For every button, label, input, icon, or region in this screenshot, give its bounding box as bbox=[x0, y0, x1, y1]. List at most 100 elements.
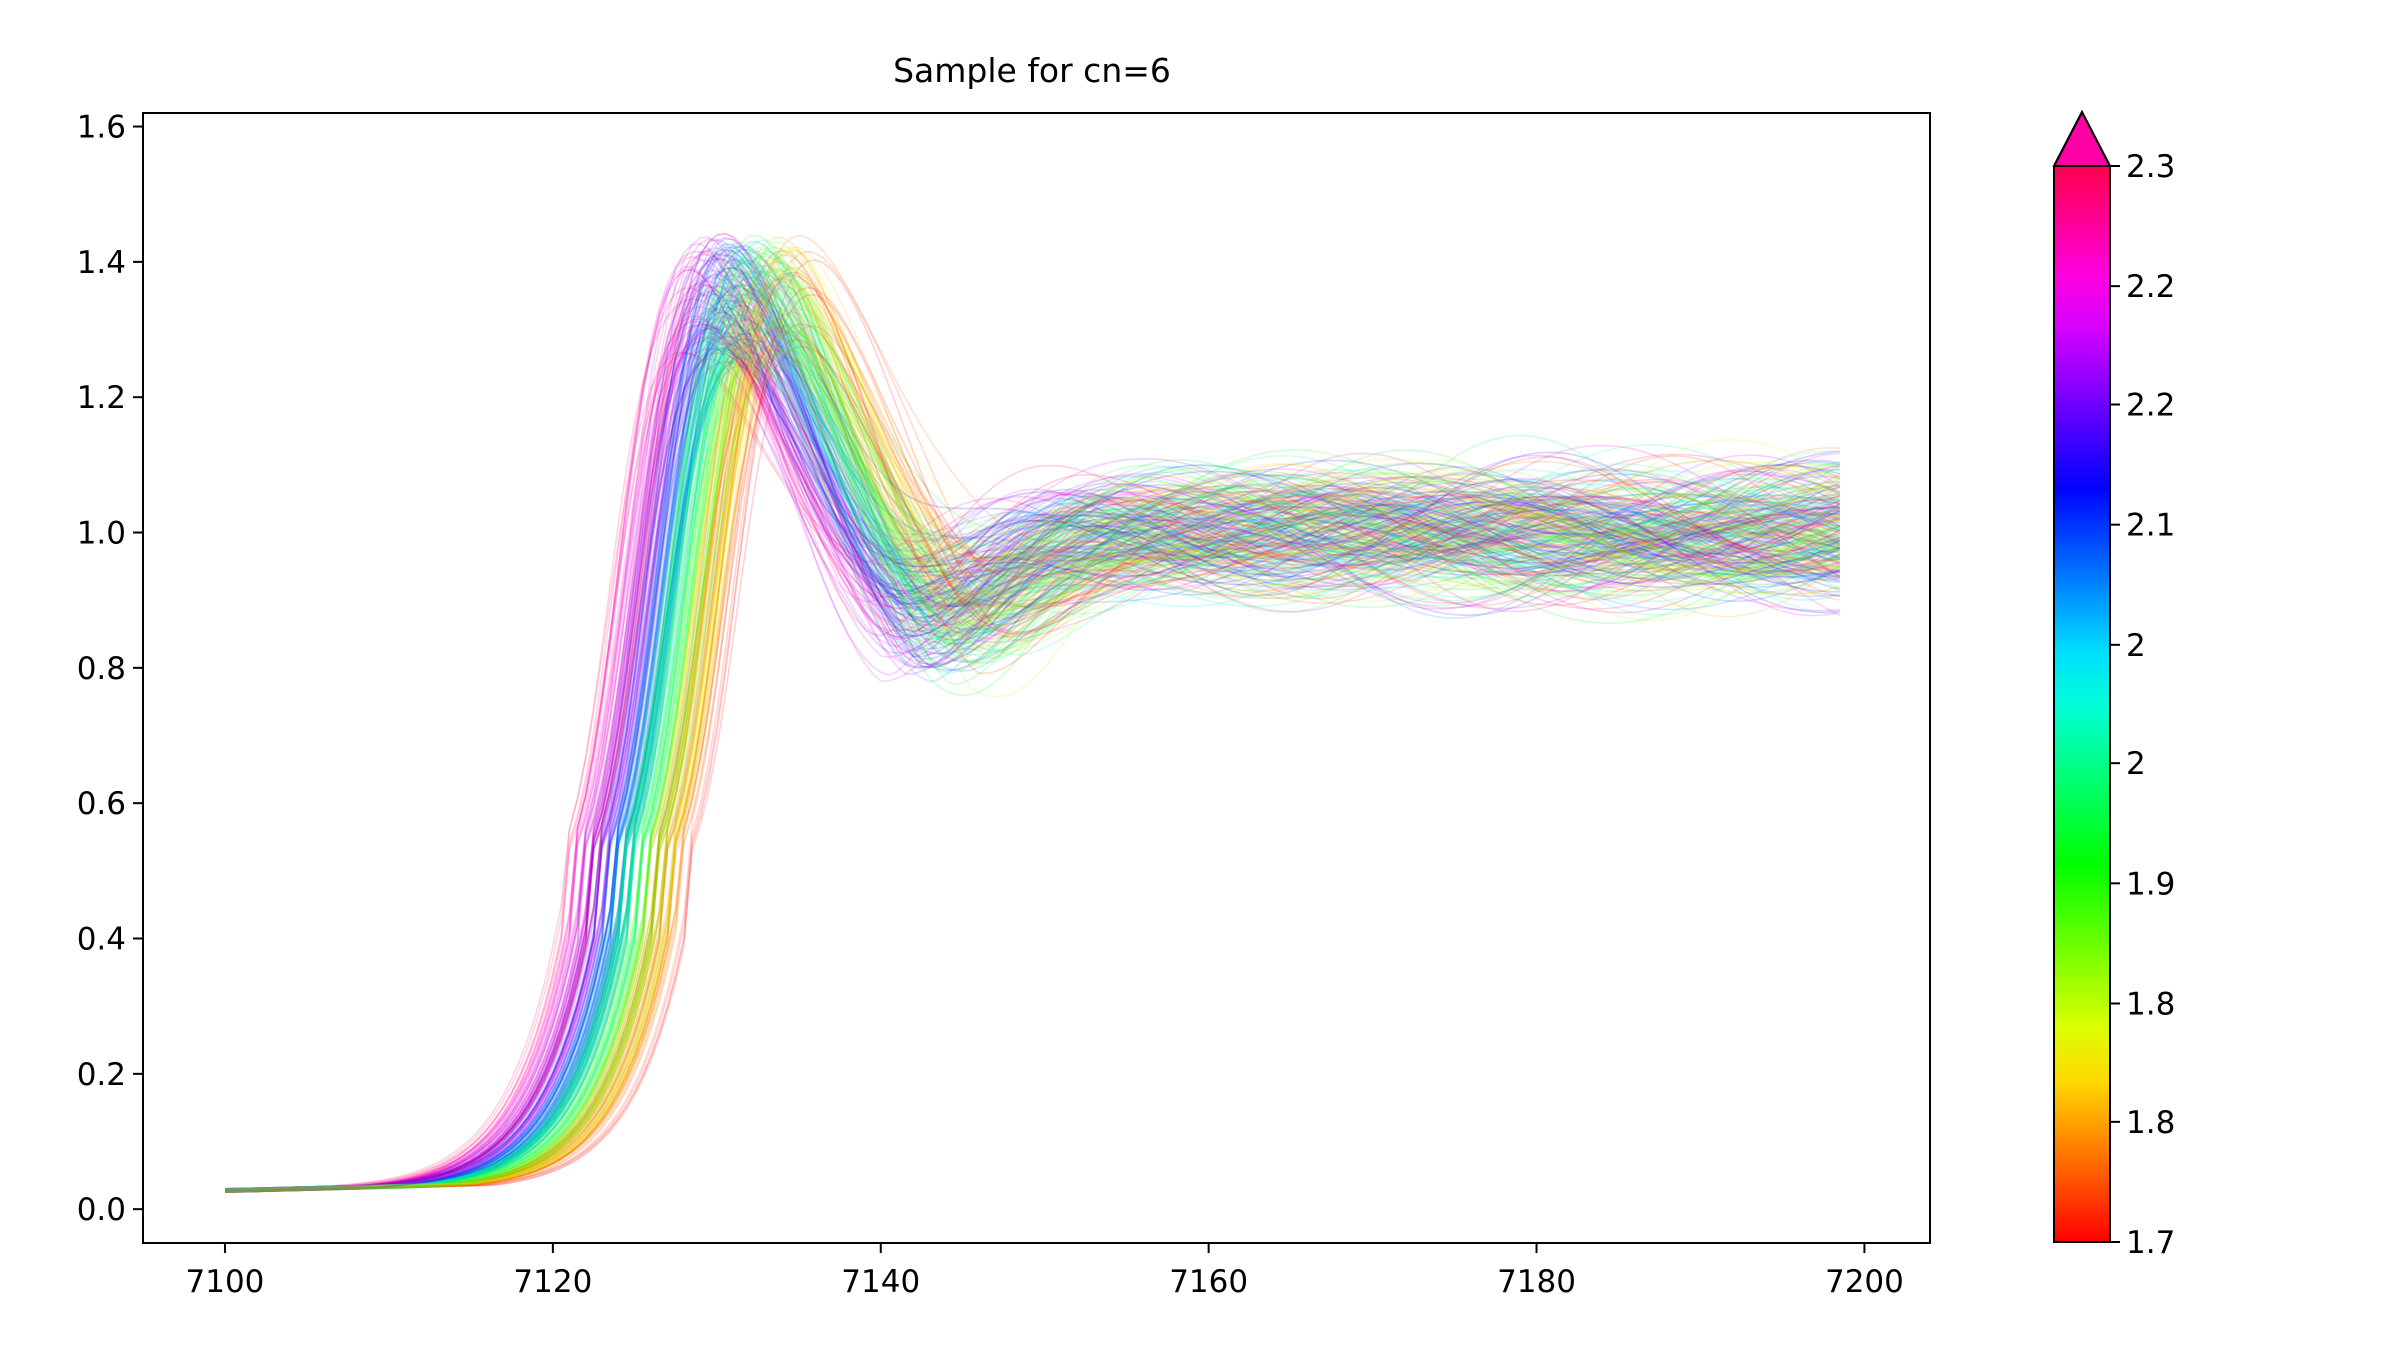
spectrum-line bbox=[225, 293, 1841, 1191]
colorbar-tick-label: 1.9 bbox=[2126, 866, 2175, 902]
spectrum-line bbox=[224, 324, 1840, 1191]
spectrum-line bbox=[224, 247, 1840, 1191]
spectrum-line bbox=[225, 335, 1841, 1190]
spectrum-line bbox=[224, 348, 1841, 1191]
spectrum-line bbox=[224, 329, 1840, 1190]
spectrum-line bbox=[225, 286, 1840, 1192]
spectrum-line bbox=[224, 283, 1840, 1192]
spectrum-line bbox=[225, 342, 1840, 1191]
spectrum-line bbox=[224, 268, 1841, 1192]
spectrum-line bbox=[224, 285, 1841, 1192]
spectrum-line bbox=[224, 238, 1840, 1192]
x-tick-label: 7200 bbox=[1825, 1264, 1904, 1300]
spectrum-line bbox=[224, 286, 1840, 1193]
spectrum-line bbox=[224, 323, 1840, 1191]
spectrum-line bbox=[225, 324, 1840, 1190]
spectrum-line bbox=[224, 307, 1841, 1191]
spectrum-line bbox=[225, 232, 1840, 1191]
spectrum-line bbox=[225, 331, 1841, 1190]
spectrum-line bbox=[224, 338, 1841, 1192]
spectrum-line bbox=[224, 335, 1840, 1192]
spectrum-line bbox=[224, 287, 1841, 1192]
spectrum-line bbox=[225, 316, 1840, 1192]
spectrum-line bbox=[224, 350, 1840, 1191]
spectrum-line bbox=[224, 266, 1840, 1193]
spectrum-line bbox=[224, 274, 1840, 1191]
colorbar-tick-label: 2.1 bbox=[2126, 508, 2175, 544]
spectrum-line bbox=[224, 316, 1841, 1191]
spectrum-line bbox=[224, 261, 1840, 1190]
spectrum-line bbox=[224, 257, 1841, 1190]
spectrum-line bbox=[224, 338, 1840, 1192]
spectrum-line bbox=[224, 269, 1840, 1191]
spectrum-line bbox=[224, 269, 1841, 1192]
spectrum-line bbox=[225, 259, 1841, 1191]
spectrum-line bbox=[225, 250, 1840, 1192]
spectrum-line bbox=[225, 237, 1841, 1192]
spectrum-line bbox=[225, 326, 1841, 1190]
spectrum-line bbox=[224, 340, 1841, 1192]
spectrum-line bbox=[225, 285, 1840, 1193]
spectrum-line bbox=[224, 249, 1840, 1191]
spectrum-line bbox=[225, 258, 1841, 1193]
spectrum-line bbox=[225, 258, 1841, 1191]
spectrum-line bbox=[224, 293, 1841, 1191]
spectrum-line bbox=[224, 250, 1841, 1191]
spectrum-line bbox=[225, 273, 1841, 1193]
spectrum-line bbox=[224, 242, 1840, 1192]
spectrum-line bbox=[224, 327, 1840, 1190]
spectrum-line bbox=[225, 253, 1841, 1192]
y-tick-label: 0.8 bbox=[77, 651, 126, 687]
spectrum-line bbox=[224, 284, 1840, 1193]
spectrum-line bbox=[224, 248, 1841, 1191]
spectrum-line bbox=[224, 308, 1840, 1191]
y-tick-label: 1.4 bbox=[77, 245, 126, 281]
spectrum-line bbox=[224, 252, 1841, 1192]
spectrum-line bbox=[225, 268, 1841, 1192]
spectrum-line bbox=[225, 292, 1840, 1191]
spectrum-line bbox=[225, 340, 1841, 1193]
spectrum-line bbox=[225, 284, 1840, 1192]
spectrum-line bbox=[224, 270, 1840, 1191]
spectrum-line bbox=[225, 284, 1841, 1192]
spectrum-line bbox=[224, 265, 1841, 1190]
spectrum-line bbox=[224, 354, 1840, 1192]
spectrum-line bbox=[224, 278, 1840, 1191]
spectrum-line bbox=[224, 327, 1840, 1191]
spectrum-line bbox=[225, 332, 1840, 1192]
spectrum-line bbox=[224, 290, 1841, 1193]
spectrum-line bbox=[224, 348, 1841, 1192]
spectrum-line bbox=[225, 257, 1840, 1190]
spectrum-line bbox=[224, 317, 1840, 1191]
spectrum-line bbox=[224, 273, 1840, 1191]
spectrum-line bbox=[224, 336, 1841, 1193]
spectrum-line bbox=[224, 340, 1841, 1192]
spectrum-line bbox=[224, 313, 1841, 1193]
spectrum-line bbox=[224, 251, 1841, 1193]
spectrum-line bbox=[225, 350, 1840, 1193]
spectrum-line bbox=[224, 347, 1840, 1191]
spectrum-line bbox=[224, 292, 1841, 1193]
spectrum-line bbox=[225, 327, 1840, 1193]
spectrum-line bbox=[225, 286, 1840, 1190]
spectrum-line bbox=[224, 323, 1841, 1190]
spectrum-line bbox=[224, 268, 1840, 1193]
spectrum-line bbox=[224, 262, 1840, 1191]
spectrum-line bbox=[224, 250, 1841, 1190]
spectrum-line bbox=[225, 298, 1841, 1191]
spectrum-line bbox=[225, 271, 1841, 1191]
spectrum-line bbox=[224, 338, 1840, 1192]
spectrum-line bbox=[225, 351, 1841, 1190]
spectrum-line bbox=[224, 345, 1840, 1192]
spectrum-line bbox=[224, 347, 1841, 1191]
y-tick-label: 1.6 bbox=[77, 110, 126, 146]
spectrum-line bbox=[224, 265, 1841, 1193]
colorbar-outline bbox=[2053, 109, 2111, 1243]
spectrum-line bbox=[224, 258, 1840, 1192]
spectrum-line bbox=[225, 355, 1840, 1190]
spectrum-line bbox=[225, 297, 1841, 1191]
spectrum-line bbox=[224, 347, 1840, 1192]
spectrum-line bbox=[224, 357, 1840, 1193]
spectrum-line bbox=[224, 349, 1840, 1190]
chart-title: Sample for cn=6 bbox=[893, 51, 1171, 90]
